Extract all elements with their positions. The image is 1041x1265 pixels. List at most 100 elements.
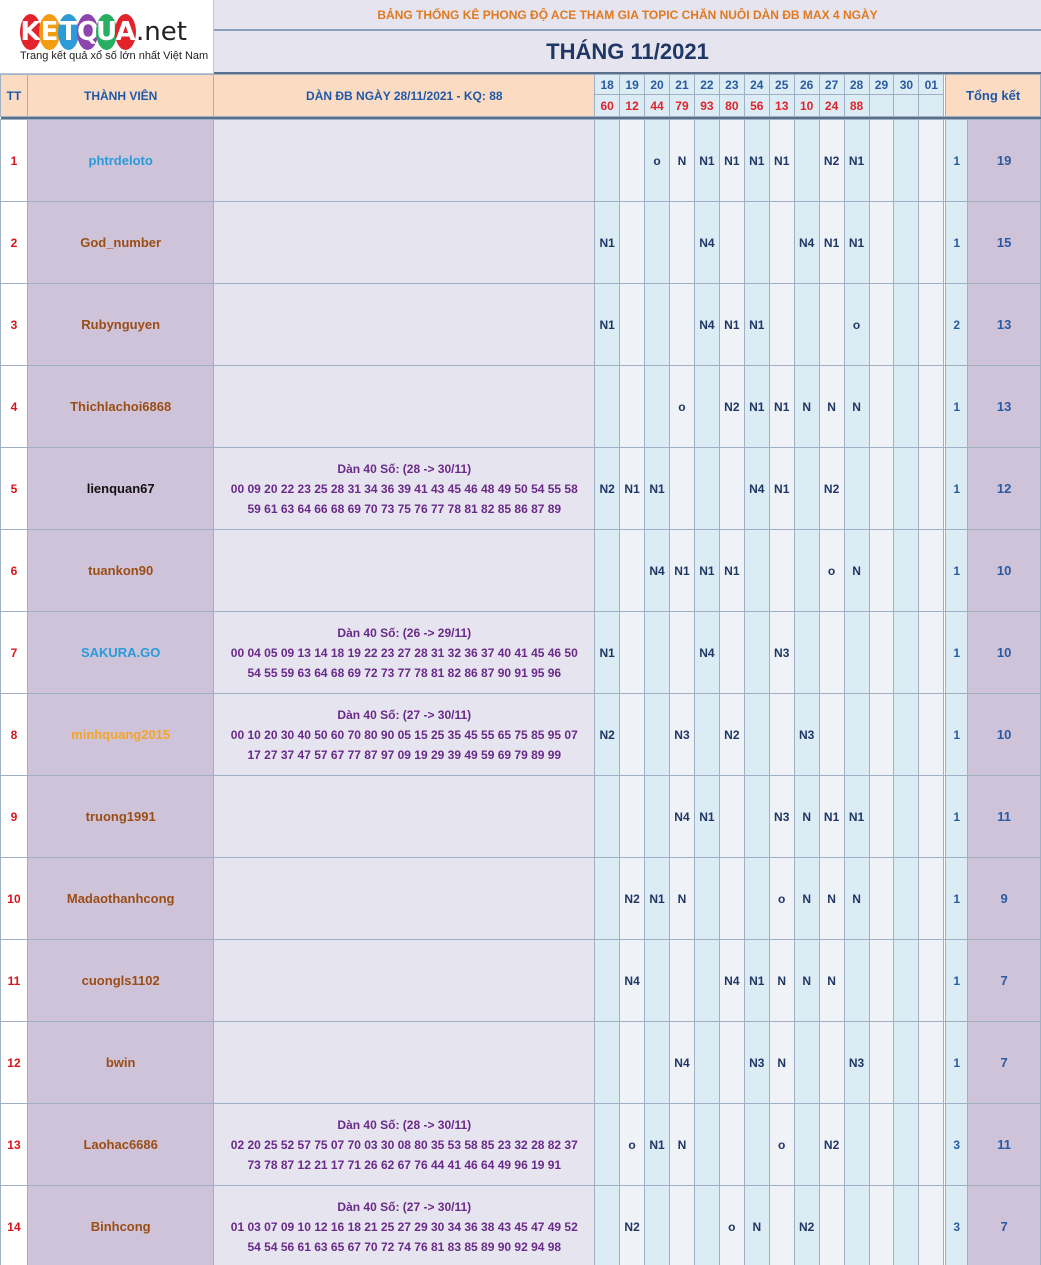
day-cell [918, 201, 945, 284]
day-cell [793, 1103, 820, 1186]
day-cell [918, 1103, 945, 1186]
day-cell [918, 365, 945, 448]
member-name[interactable]: Madaothanhcong [26, 857, 215, 940]
header-result [918, 94, 945, 117]
member-name[interactable]: SAKURA.GO [26, 611, 215, 694]
day-cell: N2 [594, 693, 621, 776]
member-row: 2 God_number N1 N4 N4 N1 N1 1 15 [0, 201, 1041, 284]
day-cell: N [843, 857, 870, 940]
day-cell: N [793, 939, 820, 1022]
day-cell [594, 1021, 621, 1104]
member-name[interactable]: phtrdeloto [26, 119, 215, 202]
day-cell [918, 775, 945, 858]
day-cell [918, 939, 945, 1022]
logo-letter: T [58, 14, 79, 50]
day-cell: N [843, 365, 870, 448]
summary-count: 1 [945, 529, 969, 612]
day-cell: N2 [818, 447, 845, 530]
day-cell [893, 447, 920, 530]
day-cell: N2 [793, 1185, 820, 1265]
summary-total: 7 [967, 939, 1041, 1022]
day-cell: N4 [644, 529, 670, 612]
day-cell: N [793, 365, 820, 448]
day-cell [669, 1185, 695, 1265]
summary-count: 2 [945, 283, 969, 366]
header-day: 26 [793, 74, 820, 95]
dan-number-line: 01 03 07 09 10 12 16 18 21 25 27 29 30 3… [230, 1219, 578, 1234]
dan-numbers: Dàn 40 Số: (28 -> 30/11) 00 09 20 22 23 2… [213, 447, 596, 530]
day-cell: N3 [793, 693, 820, 776]
member-name[interactable]: bwin [26, 1021, 215, 1104]
day-cell [893, 857, 920, 940]
day-cell [669, 611, 695, 694]
header-dan: DÀN ĐB NGÀY 28/11/2021 - KQ: 88 [213, 74, 596, 117]
day-cell [818, 1021, 845, 1104]
day-cell [768, 201, 795, 284]
member-name[interactable]: God_number [26, 201, 215, 284]
summary-count: 1 [945, 693, 969, 776]
day-cell: N1 [669, 529, 695, 612]
day-cell [918, 529, 945, 612]
member-name[interactable]: Thichlachoi6868 [26, 365, 215, 448]
day-cell [644, 939, 670, 1022]
day-cell: N1 [743, 119, 770, 202]
day-cell [893, 119, 920, 202]
report-title: BẢNG THỐNG KÊ PHONG ĐỘ ACE THAM GIA TOPI… [214, 0, 1041, 31]
day-cell: N [843, 529, 870, 612]
member-name[interactable]: minhquang2015 [26, 693, 215, 776]
header-result [868, 94, 895, 117]
day-cell [619, 529, 646, 612]
day-cell: N1 [594, 201, 621, 284]
day-cell: N1 [619, 447, 646, 530]
member-name[interactable]: Binhcong [26, 1185, 215, 1265]
day-cell: N1 [693, 119, 720, 202]
day-cell: o [718, 1185, 745, 1265]
day-cell: N2 [718, 693, 745, 776]
dan-numbers [213, 201, 596, 284]
summary-total: 11 [967, 1103, 1041, 1186]
day-cell [893, 611, 920, 694]
day-cell: N1 [768, 365, 795, 448]
day-cell [818, 1185, 845, 1265]
day-cell [918, 447, 945, 530]
header-result: 88 [843, 94, 870, 117]
day-cell [868, 365, 895, 448]
day-cell: N3 [669, 693, 695, 776]
member-row: 6 tuankon90 N4 N1 N1 N1 o N 1 10 [0, 529, 1041, 612]
header-day: 19 [619, 74, 646, 95]
day-cell: N [768, 939, 795, 1022]
day-cell [793, 447, 820, 530]
header-result: 10 [793, 94, 820, 117]
day-cell: N4 [619, 939, 646, 1022]
dan-number-line: 00 10 20 30 40 50 60 70 80 90 05 15 25 3… [230, 727, 578, 742]
member-name[interactable]: Laohac6686 [26, 1103, 215, 1186]
member-name[interactable]: tuankon90 [26, 529, 215, 612]
member-name[interactable]: Rubynguyen [26, 283, 215, 366]
header-result: 80 [718, 94, 745, 117]
header-divider [0, 116, 1041, 120]
day-cell: N1 [843, 119, 870, 202]
summary-count: 1 [945, 119, 969, 202]
row-number: 2 [0, 201, 28, 284]
day-cell [594, 365, 621, 448]
day-cell [743, 775, 770, 858]
member-name[interactable]: lienquan67 [26, 447, 215, 530]
member-name[interactable]: truong1991 [26, 775, 215, 858]
dan-numbers: Dàn 40 Số: (27 -> 30/11) 00 10 20 30 40 5… [213, 693, 596, 776]
day-cell [743, 611, 770, 694]
dan-number-line: 54 55 59 63 64 68 69 72 73 77 78 81 82 8… [247, 665, 562, 680]
summary-count: 3 [945, 1103, 969, 1186]
logo-letter: E [39, 14, 60, 50]
day-cell: N [793, 857, 820, 940]
day-cell [918, 119, 945, 202]
dan-number-line: 59 61 63 64 66 68 69 70 73 75 76 77 78 8… [247, 501, 562, 516]
row-number: 3 [0, 283, 28, 366]
member-name[interactable]: cuongls1102 [26, 939, 215, 1022]
day-cell [693, 939, 720, 1022]
day-cell [718, 201, 745, 284]
day-cell: N4 [693, 611, 720, 694]
day-cell: N [793, 775, 820, 858]
day-cell [693, 857, 720, 940]
